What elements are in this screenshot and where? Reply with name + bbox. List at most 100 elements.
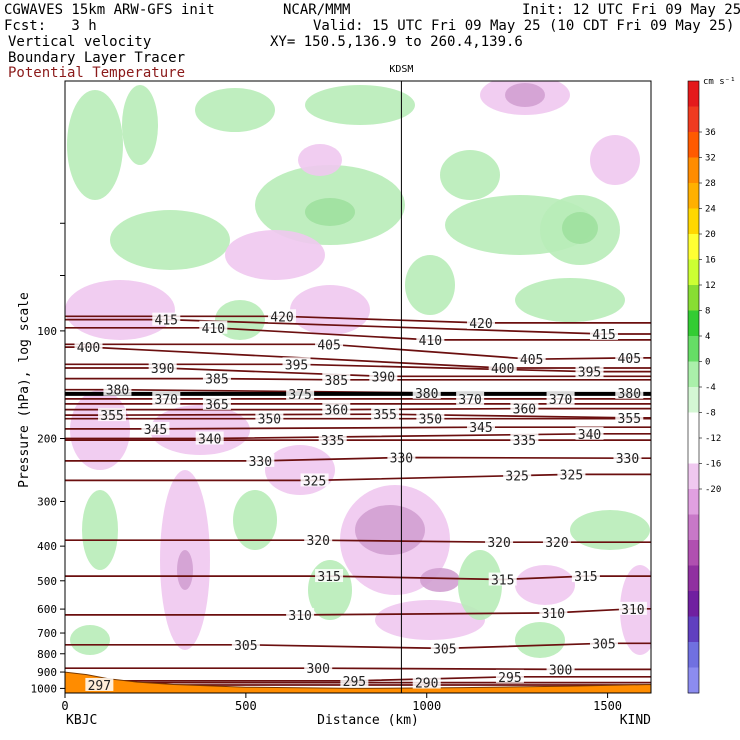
- theta-label-330: 330: [616, 452, 639, 467]
- theta-label-345: 345: [144, 423, 167, 438]
- colorbar-swatch: [688, 106, 699, 133]
- w-shade-blob: [515, 622, 565, 658]
- w-shade-blob: [225, 230, 325, 280]
- w-shade-blob: [515, 278, 625, 322]
- theta-label-410: 410: [419, 334, 442, 349]
- theta-contour-395: [65, 363, 651, 373]
- colorbar-swatch: [688, 514, 699, 541]
- theta-label-bg: [517, 352, 546, 366]
- theta-label-bg: [618, 601, 647, 615]
- theta-label-320: 320: [545, 536, 568, 551]
- theta-label-bg: [340, 673, 369, 687]
- colorbar-swatch: [688, 591, 699, 617]
- xy-range: XY= 150.5,136.9 to 260.4,139.6: [270, 34, 523, 50]
- w-shade-blob: [82, 490, 118, 570]
- colorbar-label: 16: [705, 256, 716, 266]
- theta-label-350: 350: [419, 413, 442, 428]
- colorbar-label: 20: [705, 230, 716, 240]
- w-shade-blob: [298, 144, 342, 176]
- theta-label-bg: [466, 315, 495, 329]
- colorbar-swatch: [688, 540, 699, 566]
- w-shade-blob: [67, 90, 123, 200]
- theta-label-400: 400: [491, 362, 514, 377]
- colorbar-label: 32: [705, 154, 716, 164]
- theta-label-bg: [615, 410, 644, 424]
- colorbar-swatch: [688, 310, 699, 337]
- theta-label-bg: [575, 426, 604, 440]
- colorbar-label: -20: [705, 485, 721, 495]
- theta-label-bg: [202, 396, 231, 410]
- theta-contour-labels: 297 290 295 295 300 300 305 305 305 310 310 310 315 3…: [74, 309, 647, 693]
- theta-label-420: 420: [469, 317, 492, 332]
- x-tick-label: 1000: [412, 699, 441, 713]
- x-tick-label: 500: [235, 699, 257, 713]
- theta-label-405: 405: [618, 352, 641, 367]
- w-shade-blob: [305, 198, 355, 226]
- theta-label-350: 350: [258, 413, 281, 428]
- colorbar-swatch: [688, 642, 699, 668]
- w-shade-blob: [122, 85, 158, 165]
- valid-time: Valid: 15 UTC Fri 09 May 25 (10 CDT Fri …: [313, 18, 735, 34]
- theta-label-bg: [412, 385, 441, 399]
- colorbar-label: -12: [705, 434, 721, 444]
- theta-label-bg: [103, 382, 132, 396]
- theta-contour-340: [65, 432, 651, 440]
- colorbar-swatch: [688, 259, 699, 286]
- theta-label-bg: [488, 572, 517, 586]
- w-shade-blob: [305, 85, 415, 125]
- theta-label-bg: [141, 421, 170, 435]
- theta-label-315: 315: [491, 574, 514, 589]
- w-shade-blob: [150, 405, 250, 455]
- y-tick-label: 700: [37, 627, 57, 640]
- colorbar-swatch: [688, 81, 699, 107]
- theta-label-340: 340: [578, 428, 601, 443]
- theta-label-bg: [195, 431, 224, 445]
- colorbar-unit: cm s⁻¹: [703, 77, 736, 87]
- theta-label-bg: [286, 607, 315, 621]
- left-endpoint-label: KBJC: [66, 713, 97, 728]
- theta-label-bg: [571, 569, 600, 583]
- theta-label-bg: [510, 433, 539, 447]
- theta-label-315: 315: [574, 570, 597, 585]
- colorbar-swatch: [688, 157, 699, 184]
- theta-label-bg: [282, 357, 311, 371]
- w-shade-blob: [562, 212, 598, 244]
- colorbar-label: -8: [705, 409, 716, 419]
- theta-label-305: 305: [234, 639, 257, 654]
- y-axis-ticks: 100 200 300 400 500 600 700 800 900 1000: [31, 222, 65, 695]
- w-shade-blob: [505, 83, 545, 107]
- plot-frame: [64, 80, 652, 694]
- theta-label-355: 355: [373, 408, 396, 423]
- theta-label-bg: [557, 467, 586, 481]
- colorbar-swatch: [688, 667, 699, 694]
- theta-label-bg: [542, 535, 571, 549]
- forecast-hour: Fcst: 3 h: [4, 18, 97, 34]
- w-shade-blob: [405, 255, 455, 315]
- theta-label-bg: [255, 411, 284, 425]
- theta-label-345: 345: [469, 421, 492, 436]
- theta-label-390: 390: [372, 370, 395, 385]
- w-shade-blob: [308, 560, 352, 620]
- theta-label-385: 385: [325, 374, 348, 389]
- w-shade-blob: [515, 565, 575, 605]
- theta-contour-390: [65, 367, 651, 378]
- colorbar-swatch: [688, 183, 699, 209]
- w-shade-blob: [110, 210, 230, 270]
- w-shade-blob: [590, 135, 640, 185]
- theta-label-bg: [466, 420, 495, 434]
- theta-label-340: 340: [198, 433, 221, 448]
- y-tick-label: 100: [37, 325, 57, 338]
- theta-label-330: 330: [249, 455, 272, 470]
- theta-label-bg: [286, 386, 315, 400]
- theta-label-410: 410: [202, 322, 225, 337]
- right-endpoint-label: KIND: [620, 713, 651, 728]
- theta-label-380: 380: [415, 387, 438, 402]
- theta-label-bg: [416, 332, 445, 346]
- colorbar-label: 4: [705, 332, 710, 342]
- w-shade-blob: [458, 550, 502, 620]
- theta-label-bg: [539, 605, 568, 619]
- theta-label-bg: [371, 407, 400, 421]
- field-label-1: Vertical velocity: [8, 34, 152, 50]
- theta-label-405: 405: [520, 353, 543, 368]
- w-shade-blob: [195, 88, 275, 132]
